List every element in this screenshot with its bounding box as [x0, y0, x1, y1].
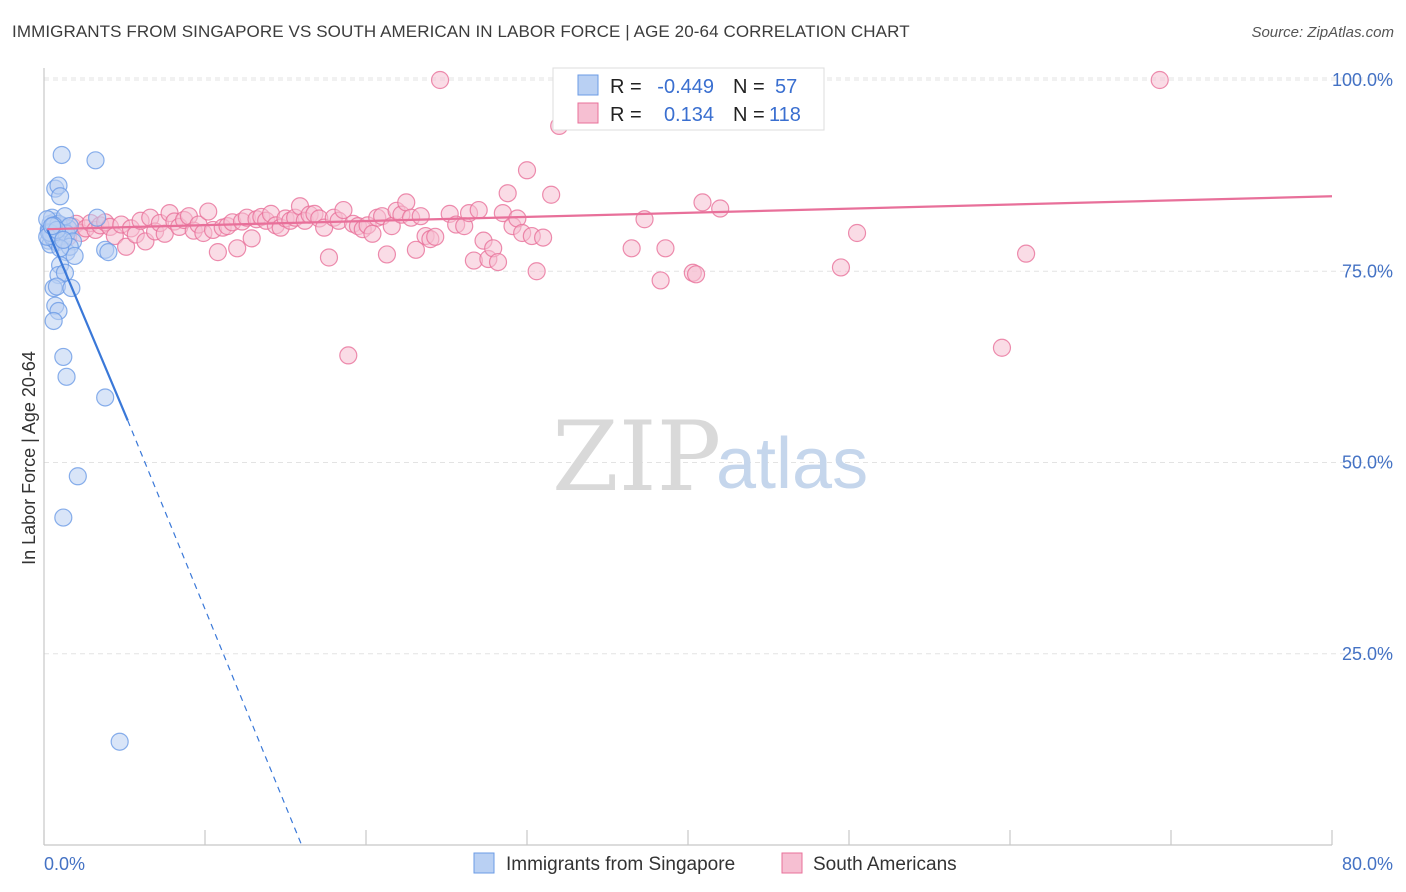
legend: R = -0.449 N = 57 R = 0.134 N = 118	[552, 67, 825, 131]
south-americans-point	[693, 193, 712, 212]
south-americans-points	[42, 70, 1169, 365]
south-americans-point	[686, 265, 706, 284]
watermark-atlas: atlas	[716, 424, 868, 504]
bottom-legend-label-south-americans: South Americans	[813, 854, 957, 875]
south-americans-point	[517, 161, 537, 180]
y-tick-label: 100.0%	[1332, 70, 1393, 90]
watermark-zip: ZIP	[552, 401, 721, 513]
south-americans-point	[1016, 244, 1036, 263]
singapore-point	[96, 388, 115, 407]
x-tick-label-min: 0.0%	[44, 854, 85, 874]
singapore-point	[86, 151, 105, 170]
singapore-point	[54, 347, 73, 367]
singapore-point	[42, 217, 62, 236]
legend-r-value-south-americans: 0.134	[664, 104, 714, 126]
x-ticks	[43, 830, 1333, 845]
south-americans-point	[117, 237, 136, 256]
singapore-point	[54, 508, 73, 527]
trend-lines	[46, 195, 1333, 846]
singapore-point	[99, 243, 118, 262]
bottom-legend-swatch-south-americans	[781, 852, 803, 874]
south-americans-point	[242, 229, 261, 248]
south-americans-point	[488, 252, 508, 272]
south-americans-point	[199, 202, 218, 221]
y-tick-label: 25.0%	[1342, 644, 1393, 664]
y-tick-label: 50.0%	[1342, 453, 1393, 473]
south-americans-point	[406, 240, 426, 259]
x-tick-labels: 0.0% 80.0%	[44, 854, 1393, 874]
south-americans-point	[542, 185, 561, 204]
south-americans-point	[711, 199, 730, 218]
chart-title: IMMIGRANTS FROM SINGAPORE VS SOUTH AMERI…	[12, 22, 910, 41]
south-americans-point	[533, 228, 553, 247]
south-americans-point	[651, 271, 670, 290]
singapore-point	[68, 467, 87, 486]
south-americans-point	[339, 346, 358, 365]
singapore-trend-line	[46, 228, 129, 421]
y-axis-label: In Labor Force | Age 20-64	[19, 351, 39, 565]
legend-r-value-singapore: -0.449	[657, 76, 714, 98]
singapore-point	[44, 311, 63, 331]
south-americans-point	[527, 262, 546, 281]
south-americans-point	[319, 248, 339, 267]
south-americans-point	[992, 338, 1012, 357]
south-americans-point	[208, 243, 227, 262]
singapore-point	[65, 246, 84, 266]
bottom-legend-swatch-singapore	[473, 852, 495, 874]
y-tick-labels: 100.0% 75.0% 50.0% 25.0%	[1332, 70, 1393, 664]
gridlines	[44, 77, 1392, 655]
singapore-point	[88, 208, 107, 227]
legend-r-label-singapore: R =	[610, 76, 642, 98]
south-americans-point	[228, 239, 247, 258]
singapore-point	[110, 732, 129, 751]
south-americans-point	[397, 193, 416, 212]
south-americans-point	[430, 70, 450, 90]
south-americans-point	[847, 223, 867, 243]
singapore-point	[57, 367, 76, 386]
watermark: ZIP atlas	[552, 401, 868, 513]
x-tick-label-max: 80.0%	[1342, 854, 1393, 874]
south-americans-trend-line	[47, 195, 1333, 231]
singapore-points	[38, 145, 129, 751]
legend-n-value-south-americans: 118	[769, 104, 801, 126]
south-americans-point	[498, 184, 517, 203]
legend-r-label-south-americans: R =	[610, 104, 642, 126]
south-americans-point	[363, 224, 382, 243]
legend-n-value-singapore: 57	[775, 76, 797, 98]
south-americans-point	[334, 200, 353, 220]
south-americans-point	[469, 200, 488, 220]
south-americans-point	[622, 239, 641, 258]
bottom-legend-label-singapore: Immigrants from Singapore	[506, 854, 735, 875]
south-americans-point	[377, 245, 397, 264]
y-tick-label: 75.0%	[1342, 261, 1393, 281]
south-americans-point	[831, 258, 851, 277]
bottom-legend: Immigrants from Singapore South American…	[473, 852, 957, 875]
legend-n-label-singapore: N =	[733, 76, 765, 98]
south-americans-point	[1150, 70, 1169, 90]
legend-n-label-south-americans: N =	[733, 104, 765, 126]
singapore-point	[50, 187, 70, 206]
legend-swatch-south-americans	[577, 102, 599, 124]
singapore-trend-extension	[127, 420, 303, 846]
legend-swatch-singapore	[577, 74, 599, 96]
south-americans-point	[656, 239, 675, 258]
south-americans-point	[411, 207, 430, 226]
south-americans-point	[426, 227, 445, 246]
singapore-point	[54, 230, 73, 249]
singapore-point	[52, 145, 71, 165]
source-label: Source: ZipAtlas.com	[1251, 24, 1394, 41]
